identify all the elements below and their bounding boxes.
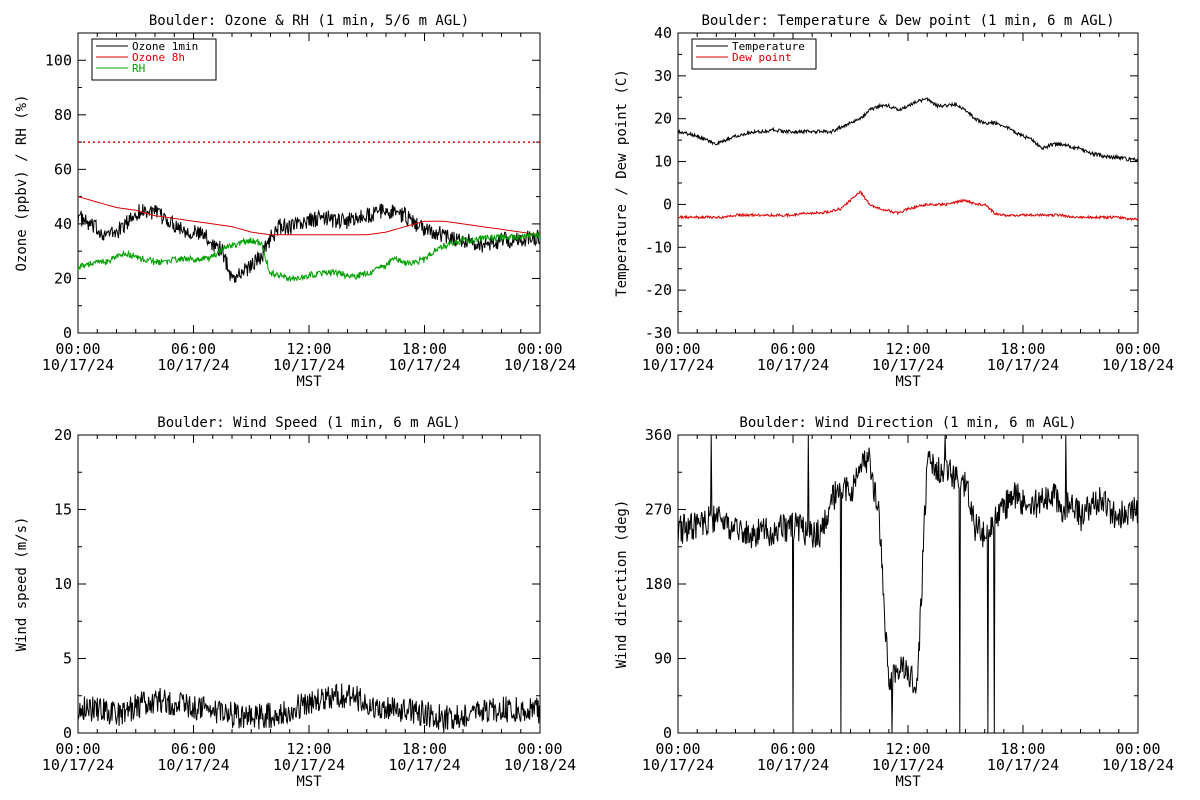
x-tick-date: 10/17/24 [273,356,345,374]
x-tick-date: 10/17/24 [157,356,229,374]
x-tick-date: 10/18/24 [1102,756,1174,774]
x-tick-time: 12:00 [885,340,930,358]
x-tick-time: 18:00 [1000,740,1045,758]
legend-label: Dew point [732,51,792,64]
x-tick-date: 10/17/24 [987,356,1059,374]
plot-frame [677,434,1139,734]
x-tick-date: 10/18/24 [1102,356,1174,374]
x-tick-time: 12:00 [885,740,930,758]
y-tick-label: 270 [645,501,672,519]
y-tick-label: 40 [54,215,72,233]
x-tick-time: 06:00 [770,740,815,758]
series-line-3 [78,231,540,283]
x-tick-time: 06:00 [770,340,815,358]
y-tick-label: -30 [645,324,672,342]
series-line-2 [78,196,540,236]
plot-frame [677,32,1139,334]
x-tick-time: 00:00 [517,340,562,358]
y-tick-label: 10 [54,575,72,593]
y-tick-label: 360 [645,426,672,444]
plot-frame [77,434,541,734]
x-tick-time: 00:00 [655,740,700,758]
series-line-1 [678,97,1138,162]
x-axis-label: MST [296,374,322,390]
x-axis-label: MST [296,774,322,790]
legend-box [691,38,817,70]
x-tick-date: 10/17/24 [872,356,944,374]
x-tick-date: 10/17/24 [42,356,114,374]
chart-title: Boulder: Temperature & Dew point (1 min,… [701,13,1114,29]
chart-title: Boulder: Wind Speed (1 min, 6 m AGL) [157,415,460,431]
y-axis-label: Wind direction (deg) [614,500,630,669]
chart-panel-4: Boulder: Wind Direction (1 min, 6 m AGL)… [614,415,1174,790]
x-tick-date: 10/17/24 [273,756,345,774]
legend-label: RH [132,62,145,75]
y-tick-label: 20 [54,269,72,287]
y-axis-label: Ozone (ppbv) / RH (%) [14,94,30,271]
x-tick-time: 12:00 [286,340,331,358]
x-tick-time: 06:00 [171,340,216,358]
series-line-1 [678,435,1138,733]
x-tick-date: 10/17/24 [388,756,460,774]
x-tick-time: 00:00 [1115,740,1160,758]
y-tick-label: 0 [663,195,672,213]
chart-panel-1: Boulder: Ozone & RH (1 min, 5/6 m AGL) 0 2… [14,13,576,390]
series-line-2 [678,190,1138,222]
y-tick-label: 80 [54,106,72,124]
y-tick-label: 30 [654,67,672,85]
x-tick-time: 18:00 [1000,340,1045,358]
x-tick-date: 10/17/24 [42,756,114,774]
x-tick-time: 18:00 [402,740,447,758]
y-tick-label: 0 [63,724,72,742]
x-tick-date: 10/18/24 [504,356,576,374]
x-tick-date: 10/17/24 [872,756,944,774]
x-tick-date: 10/17/24 [157,756,229,774]
series-line-1 [78,203,540,283]
y-tick-label: 0 [63,324,72,342]
x-tick-time: 00:00 [1115,340,1160,358]
x-tick-date: 10/17/24 [642,756,714,774]
x-tick-time: 00:00 [55,740,100,758]
chart-title: Boulder: Ozone & RH (1 min, 5/6 m AGL) [149,13,469,29]
x-tick-time: 00:00 [517,740,562,758]
x-tick-date: 10/17/24 [757,356,829,374]
y-tick-label: 180 [645,575,672,593]
y-tick-label: 90 [654,650,672,668]
y-axis-label: Wind speed (m/s) [14,517,30,652]
y-tick-label: 5 [63,650,72,668]
y-tick-label: -10 [645,238,672,256]
x-tick-time: 00:00 [55,340,100,358]
x-axis-label: MST [895,374,921,390]
x-tick-time: 06:00 [171,740,216,758]
y-tick-label: 100 [45,51,72,69]
x-tick-date: 10/17/24 [987,756,1059,774]
series-line-1 [78,683,540,731]
chart-title: Boulder: Wind Direction (1 min, 6 m AGL) [739,415,1076,431]
y-tick-label: 60 [54,160,72,178]
y-tick-label: 10 [654,153,672,171]
chart-panel-2: Boulder: Temperature & Dew point (1 min,… [614,13,1174,390]
x-tick-time: 00:00 [655,340,700,358]
x-tick-date: 10/17/24 [388,356,460,374]
y-tick-label: -20 [645,281,672,299]
legend-label: Temperature [732,40,805,53]
legend-label: Ozone 8h [132,51,185,64]
x-tick-time: 18:00 [402,340,447,358]
x-tick-date: 10/18/24 [504,756,576,774]
y-tick-label: 40 [654,24,672,42]
y-tick-label: 0 [663,724,672,742]
x-tick-time: 12:00 [286,740,331,758]
y-axis-label: Temperature / Dew point (C) [614,69,630,297]
y-tick-label: 15 [54,501,72,519]
chart-panel-3: Boulder: Wind Speed (1 min, 6 m AGL) 0 5 10… [14,415,576,790]
legend-label: Ozone 1min [132,40,198,53]
x-axis-label: MST [895,774,921,790]
x-tick-date: 10/17/24 [757,756,829,774]
y-tick-label: 20 [654,110,672,128]
y-tick-label: 20 [54,426,72,444]
x-tick-date: 10/17/24 [642,356,714,374]
